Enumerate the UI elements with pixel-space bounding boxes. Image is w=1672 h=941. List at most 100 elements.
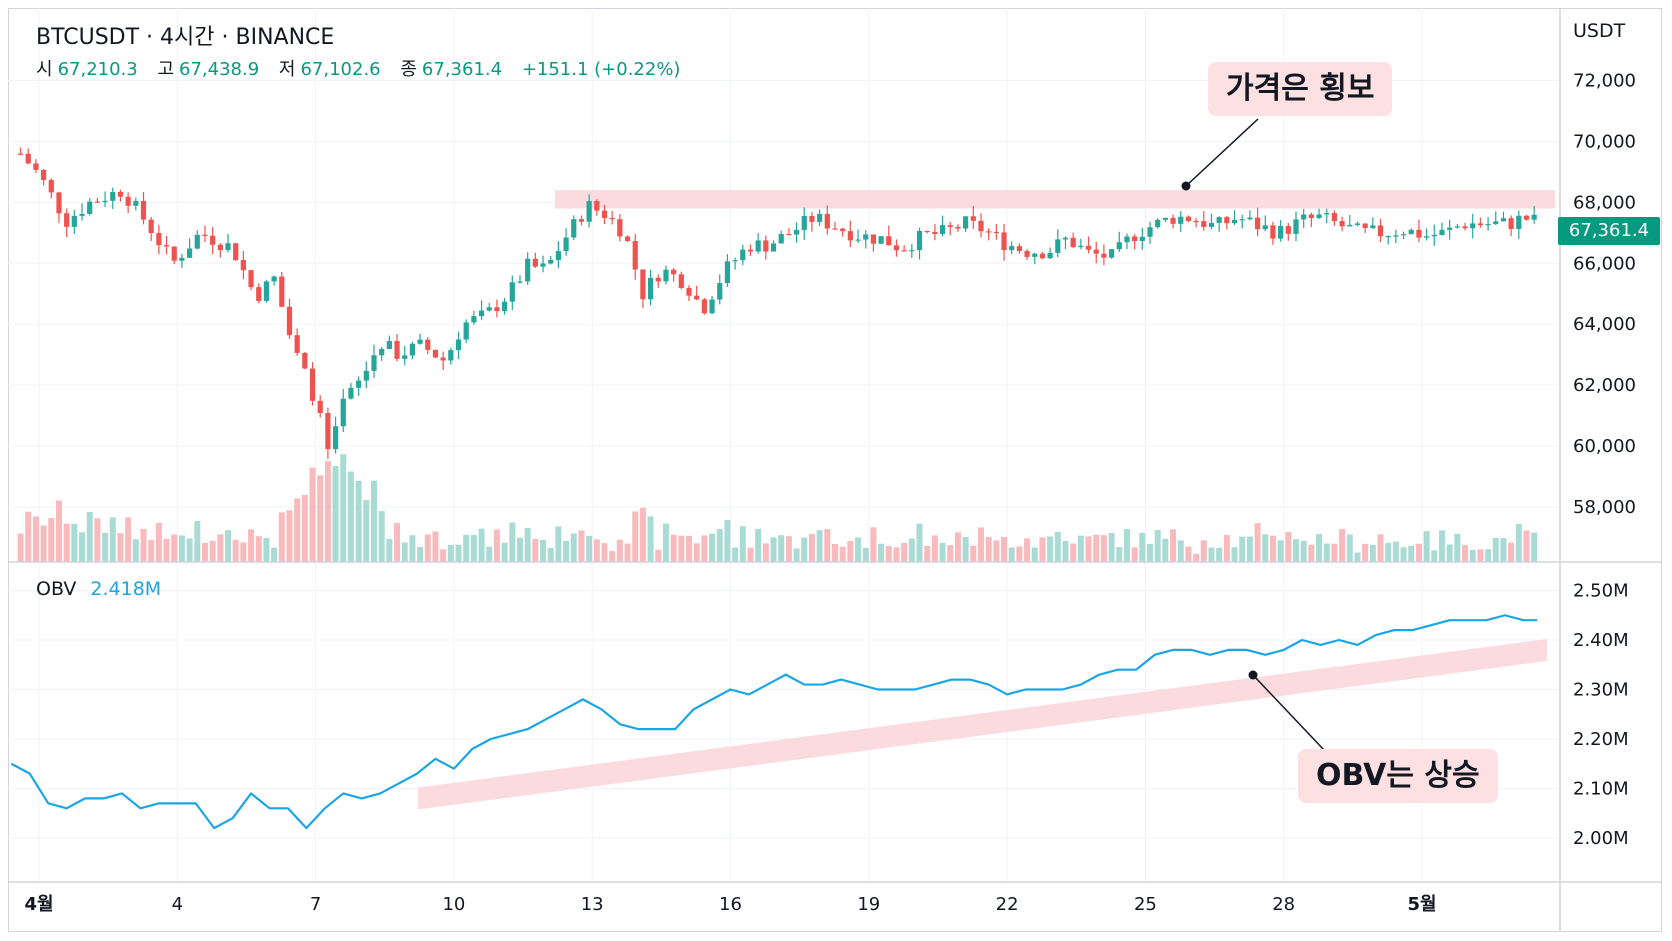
volume-bar (332, 466, 339, 562)
price-unit: USDT (1573, 20, 1626, 42)
candle-body (1316, 214, 1322, 219)
candle-body (1516, 215, 1522, 229)
volume-bar (25, 511, 32, 562)
volume-bar (686, 535, 693, 562)
volume-bar (816, 530, 823, 562)
volume-bar (1108, 532, 1115, 562)
candle-body (955, 226, 961, 229)
candle-body (140, 200, 147, 220)
candle-body (947, 225, 953, 227)
volume-bar (94, 518, 101, 562)
obv-annotation-dot (1248, 670, 1258, 680)
volume-bar (1523, 530, 1530, 562)
volume-bar (209, 540, 216, 562)
obv-name: OBV (36, 578, 77, 600)
volume-bar (440, 549, 447, 562)
candle-body (1331, 213, 1338, 222)
candle-body (778, 233, 784, 244)
candle-body (1439, 229, 1445, 235)
obv-annotation-leader (1252, 674, 1326, 752)
volume-bar (1085, 536, 1092, 562)
candle-body (1278, 226, 1284, 239)
candle-body (932, 231, 938, 235)
volume-bar (1193, 553, 1200, 562)
volume-bar (294, 498, 301, 562)
candle-body (1024, 250, 1030, 257)
volume-bar (1062, 540, 1069, 562)
candle-body (809, 216, 815, 222)
change-value: +151.1 (+0.22%) (521, 59, 681, 80)
candle-body (1062, 237, 1069, 240)
candle-body (770, 243, 777, 252)
candle-body (210, 235, 216, 245)
price-tick-label: 64,000 (1573, 314, 1636, 335)
volume-bar (225, 530, 232, 562)
candle-body (502, 301, 508, 312)
volume-bar (1369, 544, 1376, 562)
candle-body (1001, 232, 1007, 251)
candle-body (41, 169, 47, 180)
candle-body (1055, 239, 1061, 253)
candle-body (747, 249, 754, 252)
candle-body (379, 348, 385, 356)
candle-body (801, 216, 807, 230)
candle-body (978, 220, 984, 232)
volume-bar (409, 535, 416, 562)
candle-body (148, 219, 154, 234)
candle-body (409, 343, 416, 356)
candle-body (1500, 218, 1507, 222)
obv-tick-label: 2.40M (1573, 630, 1629, 651)
volume-bar (140, 529, 147, 562)
volume-bar (1292, 539, 1299, 562)
volume-bar (125, 517, 132, 562)
volume-bar (885, 545, 892, 562)
volume-bar (178, 535, 185, 562)
volume-bar (1001, 536, 1008, 562)
volume-bar (263, 537, 270, 562)
volume-bar (463, 534, 470, 562)
candle-body (279, 276, 285, 307)
candle-body (1216, 217, 1222, 223)
volume-bar (977, 527, 984, 562)
volume-bar (55, 500, 62, 562)
candle-body (233, 243, 239, 261)
volume-bar (1469, 549, 1476, 562)
candle-body (1208, 222, 1215, 227)
candle-body (509, 282, 515, 302)
volume-bar (79, 532, 86, 562)
candle-body (1377, 225, 1384, 237)
candle-body (1185, 216, 1192, 221)
volume-bar (1392, 541, 1399, 562)
volume-bar (301, 494, 308, 562)
candle-body (486, 307, 492, 311)
volume-bar (324, 461, 331, 562)
volume-bar (1231, 547, 1238, 562)
volume-bar (1277, 540, 1284, 562)
candle-body (817, 213, 823, 222)
candle-body (832, 228, 838, 230)
candle-body (578, 219, 585, 222)
volume-bar (1170, 529, 1177, 562)
time-tick-label: 13 (581, 894, 604, 915)
volume-bar (1200, 540, 1207, 562)
volume-bar (255, 536, 262, 562)
volume-bar (639, 507, 646, 562)
candle-body (1354, 223, 1361, 225)
time-tick-label: 16 (719, 894, 742, 915)
volume-bar (447, 544, 454, 562)
volume-bar (985, 537, 992, 562)
volume-bar (1500, 538, 1507, 562)
volume-bar (793, 548, 800, 562)
candle-body (133, 200, 139, 206)
volume-bar (248, 529, 255, 562)
candle-body (309, 368, 316, 401)
volume-bar (893, 547, 900, 562)
volume-bar (117, 533, 124, 562)
candle-body (294, 335, 300, 353)
candle-body (1093, 249, 1099, 254)
candle-body (179, 257, 185, 261)
volume-bar (394, 523, 401, 562)
candle-body (1385, 235, 1391, 238)
candle-body (440, 357, 446, 361)
